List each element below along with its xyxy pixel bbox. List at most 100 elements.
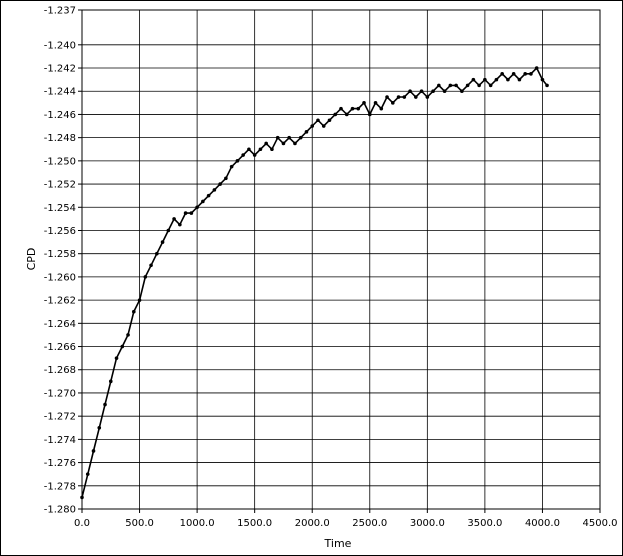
x-axis-ticks: 0.0 500.0 1000.0 1500.0 2000.0 2500.0 3000.0 35…	[74, 509, 618, 529]
data-point	[419, 89, 424, 94]
data-point	[350, 106, 355, 111]
data-point	[396, 95, 401, 99]
data-point	[218, 182, 222, 186]
y-tick-label: -1.252	[44, 180, 76, 191]
data-point	[229, 164, 234, 169]
y-tick-label: -1.278	[44, 481, 76, 492]
data-point	[425, 95, 430, 99]
data-point	[362, 101, 366, 105]
data-point	[465, 83, 470, 88]
data-point	[477, 83, 481, 88]
data-point	[321, 124, 326, 128]
data-point	[178, 222, 182, 227]
y-tick-label: -1.240	[44, 40, 76, 51]
x-tick-label: 3500.0	[467, 518, 502, 529]
data-point	[379, 106, 384, 111]
data-point	[310, 124, 315, 128]
x-tick-label: 500.0	[125, 518, 154, 529]
data-point	[80, 495, 84, 500]
x-tick-label: 3000.0	[410, 518, 445, 529]
y-tick-label: -1.270	[44, 388, 76, 399]
data-point	[494, 77, 499, 82]
x-axis-title: Time	[324, 537, 352, 550]
data-series	[80, 66, 549, 500]
data-point	[344, 112, 349, 117]
data-point	[391, 101, 395, 105]
data-point	[316, 118, 320, 123]
x-tick-label: 1000.0	[180, 518, 215, 529]
data-point	[91, 449, 96, 453]
data-point	[327, 118, 332, 123]
data-point	[275, 135, 280, 140]
y-tick-label: -1.250	[44, 156, 76, 167]
y-tick-label: -1.280	[44, 505, 76, 516]
data-point	[431, 89, 435, 94]
data-point	[414, 95, 418, 99]
data-point	[511, 72, 516, 76]
data-point	[540, 77, 545, 82]
x-tick-label: 1500.0	[237, 518, 272, 529]
data-point	[189, 211, 194, 215]
data-point	[408, 89, 412, 94]
data-point	[137, 298, 142, 302]
data-point	[373, 101, 378, 105]
y-tick-label: -1.266	[44, 342, 76, 353]
data-point	[241, 153, 245, 157]
y-tick-label: -1.260	[44, 272, 76, 283]
data-point	[437, 83, 441, 88]
data-point	[108, 379, 113, 384]
data-point	[114, 356, 119, 360]
data-point	[471, 77, 476, 82]
data-point	[385, 95, 389, 99]
x-tick-label: 4500.0	[583, 518, 618, 529]
data-point	[304, 130, 309, 134]
y-tick-label: -1.262	[44, 296, 76, 307]
data-point	[281, 141, 286, 146]
data-point	[103, 402, 107, 407]
data-point	[298, 135, 303, 140]
data-point	[270, 147, 274, 152]
y-tick-label: -1.237	[44, 6, 76, 17]
y-axis-ticks: -1.237 -1.240 -1.242 -1.244 -1.246 -1.248 -1.2…	[44, 6, 82, 516]
x-tick-label: 2500.0	[352, 518, 387, 529]
data-point	[160, 240, 165, 244]
data-point	[529, 72, 533, 76]
data-point	[506, 77, 510, 82]
data-point	[172, 217, 176, 221]
data-point	[356, 106, 361, 111]
data-point	[483, 77, 487, 82]
data-point	[454, 83, 458, 88]
data-point	[258, 147, 263, 152]
series-line	[81, 66, 548, 498]
data-point	[367, 112, 372, 117]
data-point	[212, 188, 217, 192]
data-point	[247, 147, 251, 152]
data-point	[293, 141, 297, 146]
y-tick-label: -1.276	[44, 458, 76, 469]
grid-lines	[82, 10, 600, 509]
y-tick-label: -1.264	[44, 319, 76, 330]
data-point	[143, 275, 148, 279]
data-point	[402, 95, 407, 99]
y-tick-label: -1.268	[44, 365, 76, 376]
data-point	[488, 83, 493, 88]
y-tick-label: -1.274	[44, 435, 76, 446]
y-axis-title: CPD	[25, 248, 38, 271]
y-tick-label: -1.248	[44, 133, 76, 144]
data-point	[132, 309, 136, 314]
y-tick-label: -1.244	[44, 87, 76, 98]
data-point	[183, 211, 188, 215]
data-point	[523, 72, 527, 76]
data-point	[287, 135, 292, 140]
data-point	[500, 72, 504, 76]
data-point	[460, 89, 464, 94]
data-point	[448, 83, 453, 88]
data-point	[97, 425, 102, 430]
data-point	[166, 228, 171, 233]
y-tick-label: -1.246	[44, 110, 76, 121]
data-point	[120, 344, 125, 349]
data-point	[155, 251, 159, 256]
data-point	[545, 83, 549, 88]
data-point	[206, 193, 211, 198]
